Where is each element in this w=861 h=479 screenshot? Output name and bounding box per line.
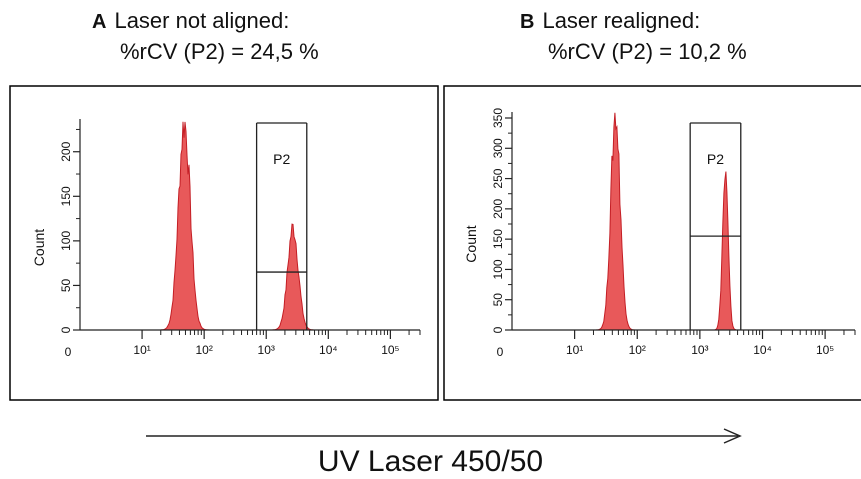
panel-a-x-tick-label: 10⁵	[381, 343, 399, 357]
panel-a-y-tick-label: 0	[59, 326, 73, 333]
panel-a-y-tick-label: 150	[59, 186, 73, 206]
panel-b-y-tick-label: 300	[491, 138, 505, 158]
panel-b-title: B Laser realigned: %rCV (P2) = 10,2 %	[520, 6, 747, 67]
panel-a-frame	[9, 85, 439, 401]
panel-b-x-tick-label: 10³	[691, 343, 708, 357]
panel-b-y-tick-label: 50	[491, 293, 505, 307]
panel-a-x-tick-label: 10¹	[133, 343, 150, 357]
panel-a-y-tick-label: 50	[59, 278, 73, 292]
panel-b-y-tick-label: 200	[491, 199, 505, 219]
panel-b-y-tick-label: 350	[491, 108, 505, 128]
panel-b-y-tick-label: 100	[491, 259, 505, 279]
x-axis-label: UV Laser 450/50	[317, 445, 544, 478]
panel-a-heading: Laser not aligned:	[114, 8, 290, 33]
panel-a-y-tick-label: 200	[59, 141, 73, 161]
panel-a-y-axis-label: Count	[31, 229, 47, 266]
panel-b-y-tick-label: 0	[491, 326, 505, 333]
panel-a-metric: %rCV (P2) = 24,5 %	[120, 39, 319, 64]
panel-b-x-tick-label: 10¹	[566, 343, 583, 357]
panel-b-y-tick-label: 250	[491, 168, 505, 188]
panel-b-gate-label: P2	[707, 151, 724, 167]
panel-b-x-tick-label: 10²	[629, 343, 646, 357]
panel-a-x-tick-label: 10³	[258, 343, 275, 357]
panel-a-y-tick-label: 100	[59, 231, 73, 251]
panel-a-x-tick-label: 10²	[195, 343, 212, 357]
panel-b-x-tick-label: 10⁵	[816, 343, 834, 357]
panel-b-heading: Laser realigned:	[542, 8, 701, 33]
panel-b-x-tick-label: 10⁴	[753, 343, 772, 357]
panel-b-frame	[443, 85, 861, 401]
panel-a-x-tick-label: 0	[65, 345, 72, 359]
panel-b-y-axis-label: Count	[463, 225, 479, 262]
panel-b-y-tick-label: 150	[491, 229, 505, 249]
panel-b-x-tick-label: 0	[497, 345, 504, 359]
panel-a-letter: A	[92, 11, 107, 33]
panel-b-metric: %rCV (P2) = 10,2 %	[548, 39, 747, 64]
x-axis-arrow-head	[723, 428, 742, 444]
panel-a-title: A Laser not aligned: %rCV (P2) = 24,5 %	[92, 6, 319, 67]
panel-a-gate-label: P2	[273, 151, 290, 167]
panel-a-x-tick-label: 10⁴	[319, 343, 338, 357]
panel-a-histogram	[80, 121, 420, 331]
panel-b-histogram	[512, 112, 855, 331]
panel-b-letter: B	[520, 11, 535, 33]
